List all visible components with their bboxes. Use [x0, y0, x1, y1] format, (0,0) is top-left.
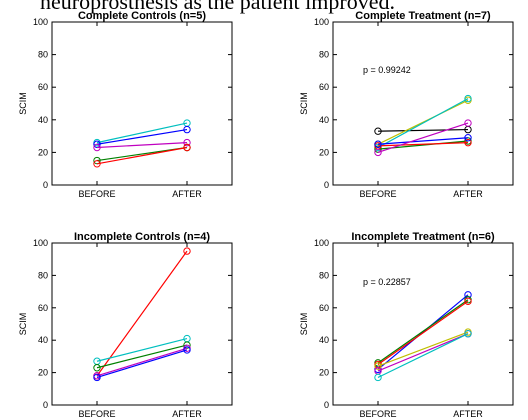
chart-panel: Incomplete Treatment (n=6) 0 20 40 60 80 100 BE…	[299, 231, 514, 419]
series-line	[377, 333, 469, 378]
y-tick-label: 40	[38, 335, 48, 345]
series-line	[96, 128, 188, 145]
y-tick-label: 60	[319, 82, 329, 92]
y-axis-label: SCIM	[299, 313, 309, 336]
series-line	[377, 137, 469, 145]
series-line	[96, 344, 188, 369]
chart-title: Incomplete Controls (n=4)	[74, 231, 210, 243]
y-tick-label: 60	[38, 303, 48, 313]
data-point	[464, 94, 472, 103]
x-tick-label: AFTER	[172, 189, 202, 199]
data-point	[464, 297, 472, 306]
y-tick-label: 40	[38, 115, 48, 125]
chart-panel: Complete Treatment (n=7) 0 20 40 60 80 100 BEFO…	[299, 10, 514, 199]
data-point	[464, 134, 472, 142]
y-tick-label: 20	[38, 368, 48, 378]
series-line	[377, 128, 469, 132]
data-point	[93, 160, 101, 168]
x-tick-label: BEFORE	[359, 409, 396, 419]
series-line	[96, 122, 188, 144]
chart-panel: Incomplete Controls (n=4) 0 20 40 60 80 100 BEF…	[18, 231, 233, 419]
data-point	[374, 362, 382, 370]
y-tick-label: 100	[33, 238, 48, 248]
data-point	[183, 138, 191, 147]
axes-frame	[51, 21, 233, 186]
y-tick-label: 60	[319, 303, 329, 313]
series-line	[96, 337, 188, 362]
chart-title: Incomplete Treatment (n=6)	[351, 231, 495, 243]
x-tick-label: BEFORE	[78, 409, 115, 419]
data-point	[374, 127, 382, 135]
p-value-annotation: p = 0.22857	[363, 277, 411, 287]
y-tick-label: 20	[319, 147, 329, 157]
figure-caption: neuroprosthesis as the patient improved.	[40, 0, 395, 14]
data-point	[183, 346, 191, 354]
data-point	[183, 247, 191, 255]
y-tick-label: 80	[319, 270, 329, 280]
y-tick-label: 0	[43, 180, 48, 190]
chart-title: Complete Treatment (n=7)	[355, 10, 491, 22]
y-tick-label: 80	[319, 50, 329, 60]
y-tick-label: 100	[33, 17, 48, 27]
data-point	[183, 143, 191, 152]
y-tick-label: 40	[319, 335, 329, 345]
chart-title: Complete Controls (n=5)	[78, 10, 206, 22]
series-line	[96, 146, 188, 165]
y-tick-label: 0	[324, 180, 329, 190]
series-line	[377, 99, 469, 145]
x-tick-label: AFTER	[453, 409, 483, 419]
series-line	[377, 300, 469, 365]
p-value-annotation: p = 0.99242	[363, 65, 411, 75]
y-tick-label: 20	[38, 147, 48, 157]
y-tick-label: 20	[319, 368, 329, 378]
series-line	[377, 98, 469, 149]
series-line	[96, 142, 188, 149]
axes-frame	[332, 242, 514, 406]
y-tick-label: 60	[38, 82, 48, 92]
series-line	[377, 142, 469, 147]
series-line	[377, 333, 469, 372]
series-line	[96, 250, 188, 377]
series-line	[96, 347, 188, 377]
y-tick-label: 100	[314, 238, 329, 248]
axes-frame	[332, 21, 514, 186]
y-axis-label: SCIM	[18, 313, 28, 336]
series-line	[377, 122, 469, 153]
x-tick-label: AFTER	[453, 189, 483, 199]
data-point	[464, 330, 472, 338]
axes-frame	[51, 242, 233, 406]
y-tick-label: 0	[324, 400, 329, 410]
series-line	[96, 349, 188, 379]
data-point	[374, 373, 382, 382]
y-tick-label: 40	[319, 115, 329, 125]
data-point	[464, 138, 472, 147]
chart-panel: Complete Controls (n=5) 0 20 40 60 80 100 BEFOR…	[18, 10, 233, 199]
data-point	[183, 341, 191, 349]
x-tick-label: BEFORE	[78, 189, 115, 199]
data-point	[374, 140, 382, 148]
x-tick-label: BEFORE	[359, 189, 396, 199]
series-line	[377, 299, 469, 364]
y-axis-label: SCIM	[18, 92, 28, 115]
y-tick-label: 0	[43, 400, 48, 410]
data-point	[464, 119, 472, 127]
y-axis-label: SCIM	[299, 92, 309, 115]
series-line	[377, 331, 469, 367]
data-point	[374, 148, 382, 157]
data-point	[93, 364, 101, 372]
series-line	[377, 294, 469, 370]
data-point	[183, 125, 191, 134]
x-tick-label: AFTER	[172, 409, 202, 419]
y-tick-label: 100	[314, 17, 329, 27]
y-tick-label: 80	[38, 270, 48, 280]
y-tick-label: 80	[38, 50, 48, 60]
data-point	[93, 373, 101, 382]
data-point	[93, 143, 101, 152]
